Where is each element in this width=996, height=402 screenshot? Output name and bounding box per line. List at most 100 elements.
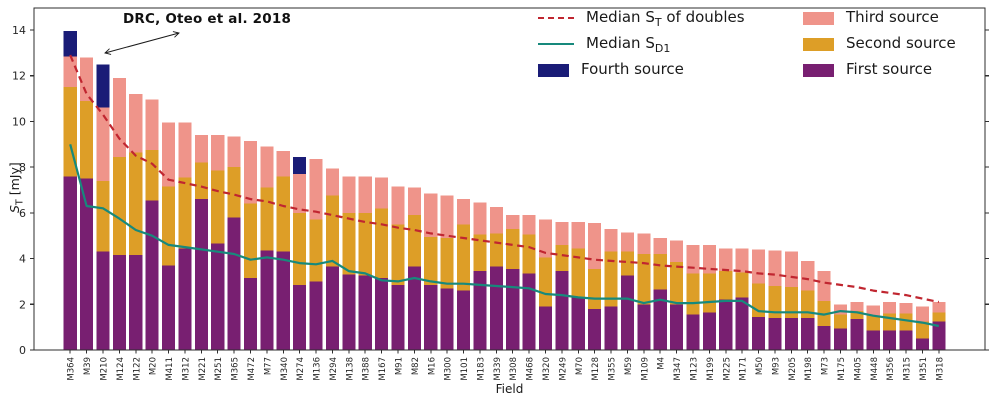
bar-segment-M20-second-source [145, 150, 159, 201]
x-tick-label-M388: M388 [362, 357, 372, 381]
bar-segment-M122-first-source [129, 255, 143, 350]
bar-segment-M199-second-source [702, 273, 716, 313]
bar-segment-M50-third-source [751, 249, 766, 284]
x-tick-label-M411: M411 [165, 357, 175, 381]
legend-entry-fourth-source: Fourth source [538, 60, 803, 80]
x-tick-label-M198: M198 [804, 357, 814, 381]
bar-segment-M175-first-source [833, 328, 848, 350]
bar-segment-M205-first-source [784, 318, 798, 350]
bar-segment-M356-first-source [883, 330, 897, 350]
x-axis-ticks: M364 M39 M210 M124 M122 M20 M411 M312 M221 M251 M3… [67, 350, 945, 381]
purple-swatch-icon [803, 63, 834, 77]
bar-segment-M351-first-source [915, 338, 929, 350]
bar-segment-M93-third-source [768, 250, 782, 286]
bar-segment-M251-first-source [211, 243, 225, 350]
plot-frame [33, 7, 986, 351]
x-tick-label-M249: M249 [558, 357, 568, 381]
bar-segment-M210-fourth-source [96, 64, 110, 108]
legend-entry-third-source: Third source [803, 8, 956, 28]
bar-segment-M82-second-source [407, 215, 421, 267]
bar-segment-M93-first-source [768, 318, 782, 350]
bar-segment-M124-second-source [112, 156, 126, 256]
bar-segment-M472-third-source [243, 140, 258, 204]
bar-segment-M70-third-source [571, 222, 585, 249]
bar-segment-M468-second-source [522, 234, 536, 274]
median-sd1-line [69, 144, 940, 328]
bar-segment-M73-first-source [817, 326, 831, 350]
x-tick-label-M347: M347 [673, 357, 683, 381]
x-tick-label-M318: M318 [935, 357, 945, 381]
x-tick-label-M123: M123 [690, 357, 700, 381]
bar-segment-M136-first-source [309, 281, 323, 350]
bar-segment-M91-third-source [391, 186, 405, 225]
bar-segment-M312-second-source [178, 177, 192, 249]
bar-segment-M77-first-source [260, 250, 274, 350]
legend-entry-median-st-doubles: Median ST of doubles [538, 8, 803, 29]
bar-segment-M50-first-source [751, 316, 766, 350]
bar-segment-M355-second-source [604, 251, 618, 307]
bar-segment-M175-second-source [833, 314, 848, 329]
bar-segment-M199-third-source [702, 244, 716, 274]
bar-segment-M183-third-source [473, 202, 487, 235]
x-tick-label-M320: M320 [542, 357, 552, 381]
bar-segment-M198-first-source [801, 318, 815, 350]
y-tick-label-2: 2 [19, 298, 26, 311]
x-tick-label-M20: M20 [149, 357, 159, 375]
x-tick-label-M315: M315 [903, 357, 913, 381]
x-tick-label-M405: M405 [853, 357, 863, 381]
x-tick-label-M300: M300 [444, 357, 454, 381]
bar-segment-M221-second-source [194, 162, 208, 200]
x-tick-label-M339: M339 [493, 357, 503, 381]
x-axis-label: Field [495, 382, 524, 396]
x-tick-label-M73: M73 [821, 357, 831, 375]
bar-segment-M300-first-source [440, 288, 454, 350]
bar-segment-M320-first-source [538, 306, 553, 350]
bar-segment-M468-third-source [522, 215, 536, 235]
bar-segment-M365-second-source [227, 167, 241, 218]
bar-segment-M274-second-source [293, 212, 307, 285]
bar-segment-M448-second-source [866, 315, 880, 331]
x-tick-label-M251: M251 [214, 357, 224, 381]
bar-segment-M312-third-source [178, 122, 192, 178]
bar-segment-M388-first-source [358, 275, 372, 350]
bar-segment-M70-second-source [571, 248, 585, 298]
bar-segment-M468-first-source [522, 273, 536, 350]
bar-segment-M340-first-source [276, 251, 290, 350]
bar-segment-M320-second-source [538, 257, 553, 307]
bar-segment-M225-first-source [719, 299, 733, 350]
x-tick-label-M199: M199 [706, 357, 716, 381]
y-tick-label-14: 14 [12, 24, 26, 37]
y-axis-ticks: 0 2 4 6 8 10 12 14 [12, 24, 989, 357]
x-tick-label-M124: M124 [116, 357, 126, 381]
legend: Median ST of doubles Median SD1 Fourth s… [538, 8, 956, 80]
bar-segment-M294-third-source [325, 168, 339, 196]
bar-segment-M300-third-source [440, 195, 454, 238]
bars-group [63, 31, 946, 350]
bar-segment-M16-first-source [424, 284, 438, 350]
bar-segment-M4-third-source [653, 238, 667, 254]
legend-label-third-source: Third source [846, 7, 939, 26]
legend-label-median-sd1: Median SD1 [586, 33, 671, 55]
bar-segment-M136-third-source [309, 159, 323, 220]
bar-segment-M347-third-source [670, 240, 684, 262]
x-tick-label-M355: M355 [608, 357, 618, 381]
bar-segment-M351-second-source [915, 321, 929, 339]
bar-segment-M20-third-source [145, 99, 159, 150]
bar-segment-M167-third-source [375, 177, 389, 209]
bar-segment-M101-first-source [456, 290, 471, 350]
bar-segment-M138-second-source [342, 212, 356, 275]
x-tick-label-M308: M308 [509, 357, 519, 381]
bar-segment-M249-first-source [555, 271, 569, 350]
legend-column-right: Third source Second source First source [803, 8, 956, 80]
bar-segment-M123-third-source [686, 244, 700, 274]
bar-segment-M351-third-source [915, 306, 929, 322]
x-tick-label-M340: M340 [280, 357, 290, 381]
legend-entry-median-sd1: Median SD1 [538, 33, 803, 55]
bar-segment-M364-first-source [63, 176, 77, 350]
bar-segment-M124-first-source [112, 255, 126, 350]
bar-segment-M315-first-source [899, 330, 913, 350]
bar-segment-M122-second-source [129, 152, 143, 256]
bar-segment-M251-second-source [211, 170, 225, 244]
bar-segment-M167-second-source [375, 208, 389, 278]
x-tick-label-M210: M210 [100, 357, 110, 381]
